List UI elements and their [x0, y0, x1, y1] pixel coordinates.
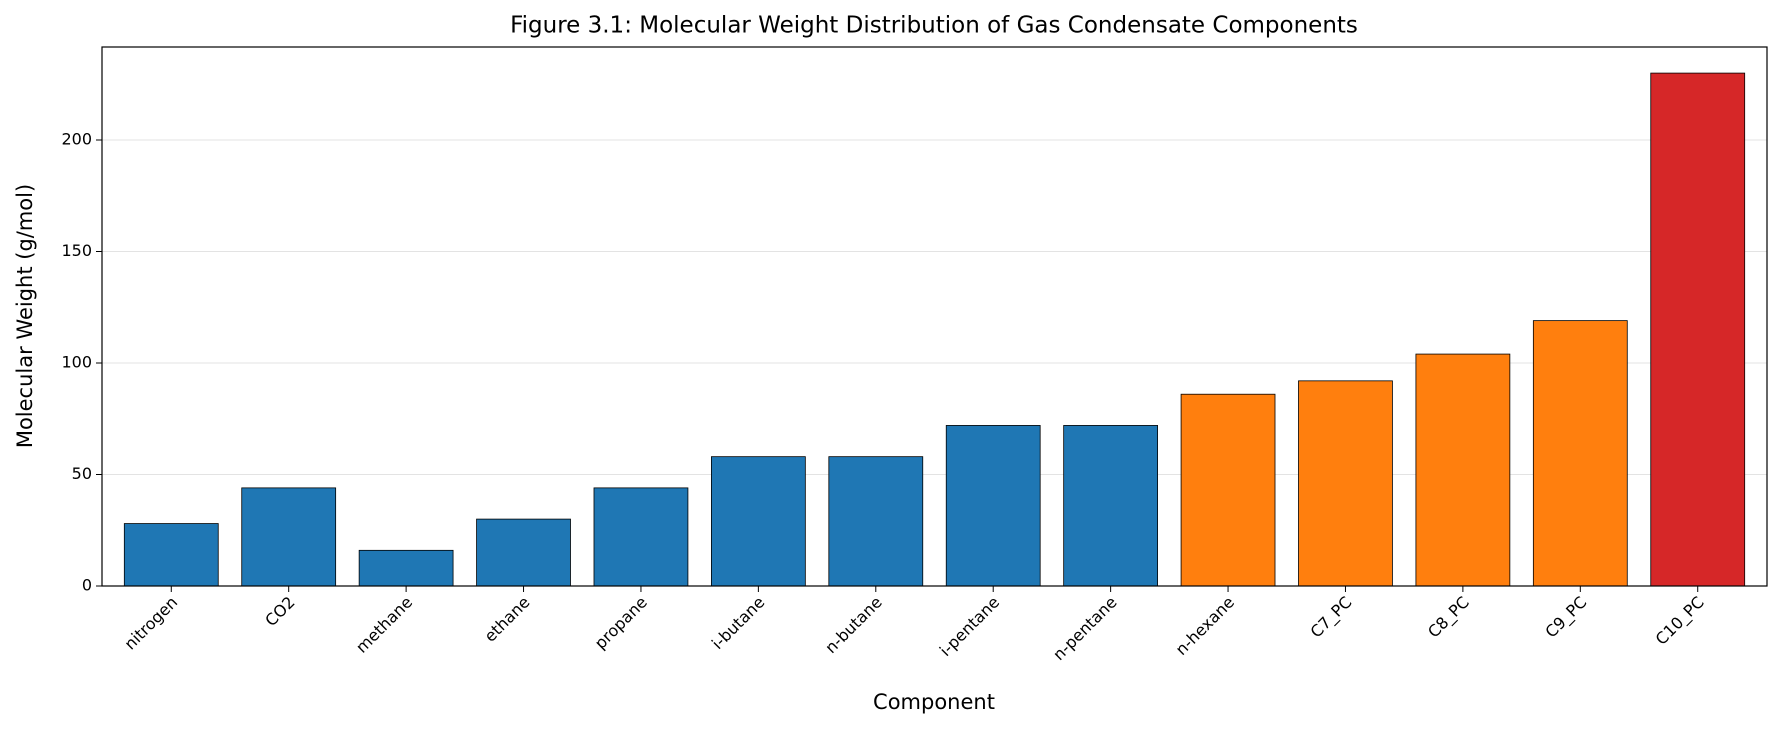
chart-title: Figure 3.1: Molecular Weight Distributio… [510, 13, 1358, 39]
bar [1298, 380, 1393, 587]
bar [123, 523, 219, 587]
bar [593, 487, 689, 587]
x-tick-label: propane [591, 593, 651, 653]
bar [476, 518, 571, 587]
y-tick-label: 100 [61, 352, 92, 371]
y-tick-label: 50 [72, 464, 92, 483]
bar [1063, 425, 1158, 587]
x-tick-label: C9_PC [1541, 593, 1591, 643]
bar [828, 456, 924, 587]
y-tick-label: 150 [61, 241, 92, 260]
x-axis-label: Component [873, 690, 995, 714]
bar [1650, 72, 1746, 587]
x-tick-label: n-hexane [1172, 593, 1238, 659]
x-tick-label: methane [352, 593, 416, 657]
x-tick-label: i-butane [708, 593, 769, 654]
x-tick-label: ethane [480, 593, 533, 646]
x-tick-label: C7_PC [1307, 593, 1357, 643]
x-tick-label: n-pentane [1049, 593, 1121, 665]
bar [711, 456, 806, 587]
x-tick-label: nitrogen [120, 593, 181, 654]
x-tick-label: i-pentane [936, 593, 1003, 660]
x-tick-label: CO2 [261, 593, 298, 630]
bar [945, 425, 1041, 587]
x-tick-label: C8_PC [1424, 593, 1474, 643]
x-tick-label: n-butane [821, 593, 886, 658]
bar [1532, 320, 1628, 587]
x-tick-label: C10_PC [1652, 593, 1709, 650]
y-tick-label: 0 [82, 576, 92, 595]
plot-frame [101, 46, 1768, 587]
y-tick-label: 200 [61, 129, 92, 148]
bar [1415, 353, 1511, 587]
y-axis-label: Molecular Weight (g/mol) [13, 184, 37, 448]
bar [241, 487, 337, 587]
bar [1180, 393, 1276, 587]
bar [358, 549, 454, 587]
